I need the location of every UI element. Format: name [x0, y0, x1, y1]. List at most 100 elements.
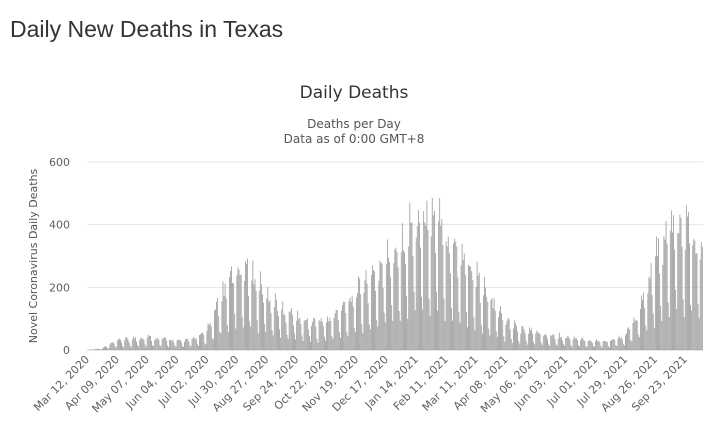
bar [553, 334, 555, 350]
bar [495, 331, 497, 350]
bar [97, 348, 99, 350]
bar [196, 343, 198, 350]
bar [219, 331, 221, 350]
bar [379, 260, 381, 350]
bar [109, 344, 111, 350]
bar [303, 320, 305, 350]
bar [112, 341, 114, 350]
bar [227, 331, 229, 350]
bar [596, 339, 598, 350]
bar [631, 341, 633, 350]
bar [413, 292, 415, 350]
bar [169, 339, 171, 350]
bar [670, 210, 672, 350]
bar [607, 346, 609, 350]
bar [205, 344, 207, 350]
bar [330, 320, 332, 350]
bar [361, 324, 363, 350]
bar [311, 325, 312, 350]
bar [206, 330, 208, 350]
bar [294, 333, 295, 350]
bar [121, 342, 122, 350]
bar [442, 245, 444, 350]
bar [600, 345, 602, 350]
bar [133, 338, 135, 350]
bar [590, 341, 592, 350]
bar [477, 275, 479, 350]
bar [524, 333, 526, 350]
bar [353, 327, 355, 350]
bar [531, 328, 532, 350]
bar [580, 340, 582, 350]
bar [501, 312, 503, 350]
bar [570, 345, 572, 350]
bar [604, 340, 606, 350]
bar [482, 333, 483, 350]
bar [331, 336, 333, 350]
bar [467, 327, 468, 350]
bar [458, 311, 460, 350]
bar [460, 265, 462, 350]
bar [543, 334, 545, 350]
bar [455, 241, 457, 350]
bar [480, 324, 482, 350]
bar [268, 301, 270, 350]
bar [257, 332, 259, 350]
bar [209, 322, 211, 350]
bar [189, 345, 191, 350]
bar [476, 261, 478, 350]
bar [498, 317, 499, 350]
bar [567, 335, 569, 350]
bar [404, 252, 405, 350]
bar [615, 345, 617, 350]
bar [370, 275, 372, 350]
bar [469, 266, 470, 350]
bar [247, 258, 248, 350]
bar [581, 338, 583, 350]
bar [373, 270, 374, 350]
bar [626, 333, 627, 350]
bar [566, 337, 568, 350]
bar [488, 328, 490, 350]
bar [454, 238, 456, 350]
bar [700, 241, 702, 350]
bar [382, 288, 384, 350]
bar [633, 317, 635, 350]
bar [106, 346, 108, 350]
bar [356, 297, 357, 350]
bar [403, 250, 404, 350]
bar [468, 264, 469, 350]
bar [584, 340, 586, 350]
bar [630, 340, 632, 350]
bar [366, 283, 368, 350]
bar [267, 286, 269, 350]
bar [345, 313, 347, 350]
bar [208, 324, 210, 350]
bar [188, 341, 190, 350]
bar [363, 292, 365, 350]
bar [378, 280, 380, 350]
bar [664, 239, 666, 350]
bar [221, 301, 223, 350]
bar [164, 337, 166, 350]
bar [273, 306, 275, 350]
bar [160, 346, 162, 350]
bar [407, 318, 409, 350]
bar [689, 243, 690, 350]
bar [558, 332, 560, 350]
bar [697, 303, 699, 350]
bar [586, 346, 588, 350]
bar [173, 342, 175, 350]
bar [549, 345, 551, 350]
bar [210, 326, 212, 350]
bar [312, 321, 314, 350]
bar [433, 210, 435, 350]
bar [346, 332, 348, 350]
bar [552, 334, 554, 350]
bar [168, 347, 169, 350]
bar [114, 346, 116, 350]
bar [231, 266, 232, 350]
bar [505, 324, 507, 350]
bar [540, 342, 542, 350]
